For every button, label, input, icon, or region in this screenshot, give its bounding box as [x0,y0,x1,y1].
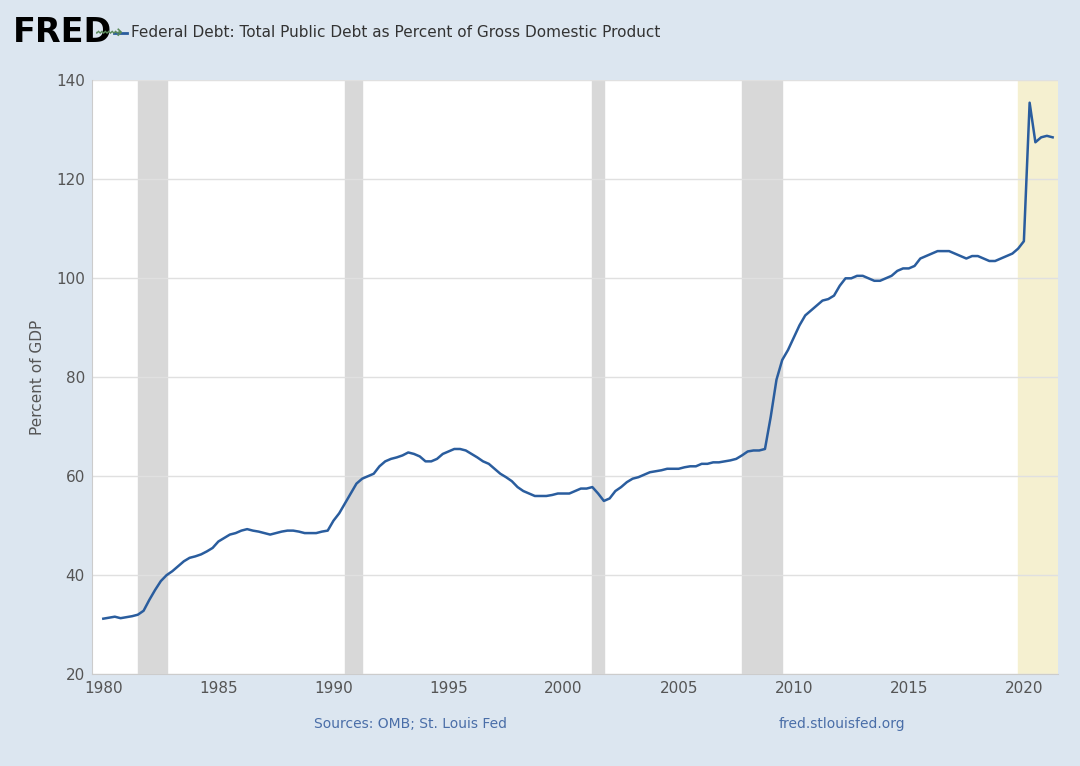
Text: fred.stlouisfed.org: fred.stlouisfed.org [779,717,906,731]
Bar [1018,80,1058,674]
Text: Sources: OMB; St. Louis Fed: Sources: OMB; St. Louis Fed [314,717,507,731]
Bar [742,80,782,674]
Bar [138,80,166,674]
Text: Federal Debt: Total Public Debt as Percent of Gross Domestic Product: Federal Debt: Total Public Debt as Perce… [131,25,660,41]
Text: FRED: FRED [13,16,112,49]
Bar [345,80,362,674]
Y-axis label: Percent of GDP: Percent of GDP [30,319,45,435]
Text: ⟿: ⟿ [95,23,123,42]
Bar [592,80,604,674]
